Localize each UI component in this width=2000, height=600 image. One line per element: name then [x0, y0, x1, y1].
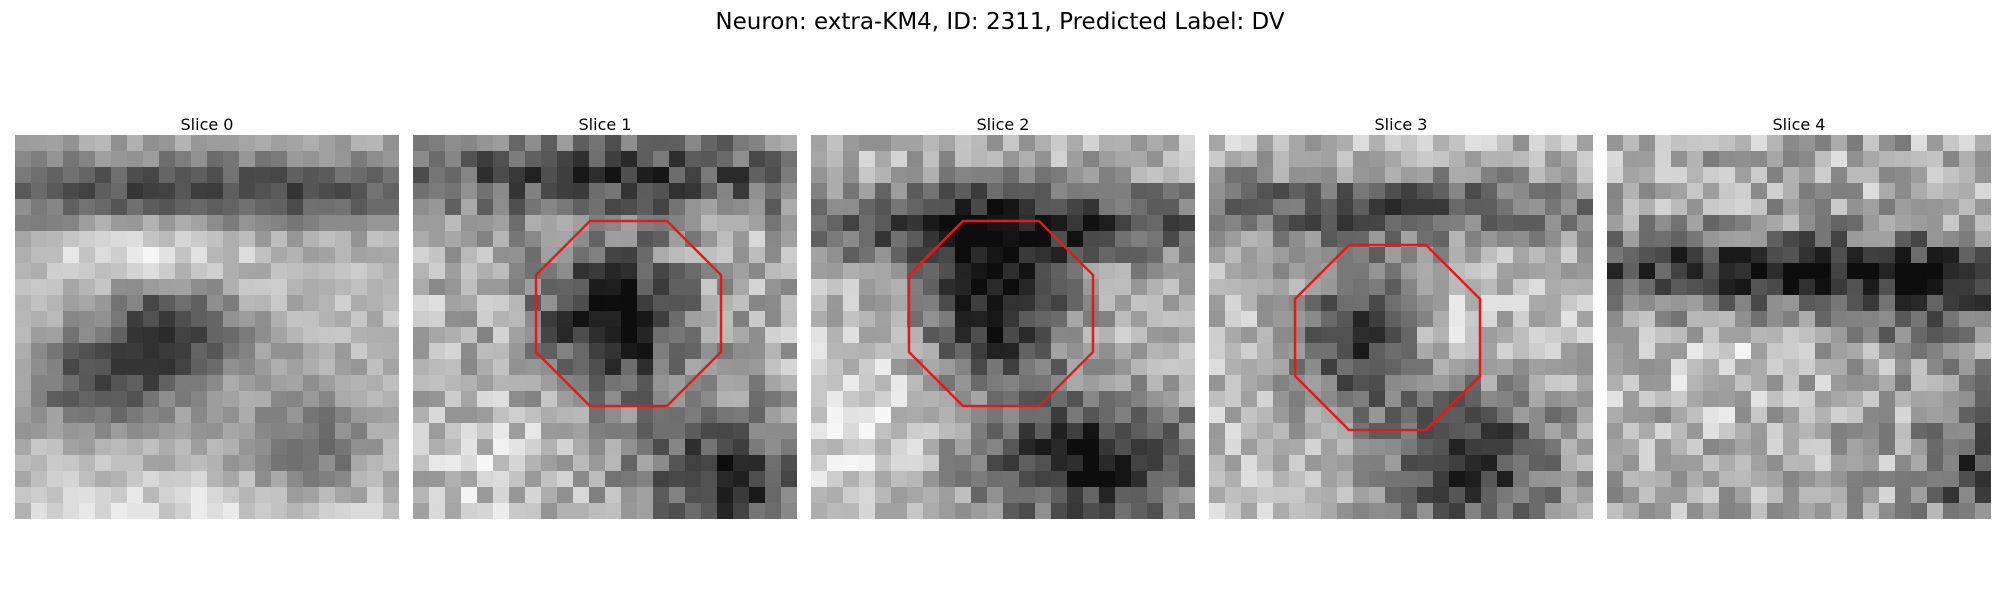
roi-octagon-2: [907, 219, 1095, 408]
slice-image-4: [1607, 135, 1991, 519]
em-slice-0-image: [15, 135, 399, 519]
slice-title-2: Slice 2: [976, 115, 1030, 134]
roi-overlay-3: [1293, 243, 1482, 432]
figure-title: Neuron: extra-KM4, ID: 2311, Predicted L…: [715, 9, 1285, 35]
roi-overlay-1: [534, 219, 723, 408]
em-slice-4-image: [1607, 135, 1991, 519]
roi-octagon-3: [1293, 243, 1482, 432]
em-slice-1-image: [413, 135, 797, 519]
slice-image-1: [413, 135, 797, 519]
slice-image-0: [15, 135, 399, 519]
slice-panel-2: Slice 2: [811, 115, 1195, 519]
em-slice-3-image: [1209, 135, 1593, 519]
slice-title-3: Slice 3: [1374, 115, 1428, 134]
slice-image-2: [811, 135, 1195, 519]
slice-title-1: Slice 1: [578, 115, 632, 134]
slice-panel-1: Slice 1: [413, 115, 797, 519]
em-slice-2-image: [811, 135, 1195, 519]
roi-octagon-1: [534, 219, 723, 408]
slice-title-0: Slice 0: [180, 115, 234, 134]
slice-image-3: [1209, 135, 1593, 519]
slice-panel-4: Slice 4: [1607, 115, 1991, 519]
slice-title-4: Slice 4: [1772, 115, 1826, 134]
roi-overlay-2: [907, 219, 1095, 408]
slice-panel-0: Slice 0: [15, 115, 399, 519]
slice-panel-3: Slice 3: [1209, 115, 1593, 519]
